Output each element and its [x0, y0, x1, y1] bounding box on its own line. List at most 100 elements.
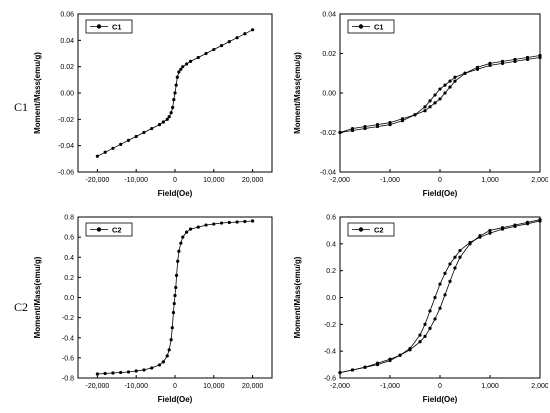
data-point: [111, 146, 115, 150]
data-point: [443, 83, 447, 87]
data-point: [177, 70, 181, 74]
row-label-c1: C1: [14, 100, 29, 114]
series-line: [339, 57, 541, 133]
data-point: [538, 218, 542, 222]
y-tick-label: -0.8: [62, 376, 74, 383]
data-point: [103, 150, 107, 154]
x-tick-label: -10,000: [124, 177, 148, 184]
data-point: [119, 370, 123, 375]
data-point: [161, 360, 165, 364]
legend-marker: [358, 227, 364, 232]
data-point: [161, 120, 165, 124]
data-point: [423, 105, 427, 109]
data-point: [142, 368, 146, 372]
y-tick-label: 0.2: [64, 275, 74, 282]
x-tick-label: -2,000: [330, 383, 350, 390]
data-point: [500, 226, 505, 230]
y-axis-label: Moment/Mass(emu/g): [33, 52, 42, 134]
y-tick-label: 0.4: [326, 241, 336, 248]
data-point: [363, 124, 367, 129]
series-line: [339, 220, 541, 373]
data-point: [433, 101, 437, 105]
data-point: [171, 310, 176, 315]
data-point: [488, 231, 492, 235]
x-tick-label: 10,000: [203, 383, 225, 390]
data-point: [103, 371, 107, 376]
y-tick-label: 0.4: [64, 255, 74, 262]
data-point: [172, 97, 176, 102]
data-point: [157, 363, 162, 367]
data-point: [475, 65, 480, 69]
data-point: [219, 44, 224, 48]
x-tick-label: 0: [438, 177, 442, 184]
data-point: [488, 228, 492, 233]
y-tick-label: 0.02: [322, 51, 336, 58]
y-axis-label: Moment/Mass(emu/g): [33, 256, 42, 338]
data-point: [338, 371, 342, 375]
data-point: [438, 282, 442, 286]
x-tick-label: 1,000: [481, 383, 499, 390]
data-point: [251, 28, 255, 32]
data-point: [438, 87, 442, 91]
x-tick-label: 20,000: [242, 383, 264, 390]
x-tick-label: 2,000: [531, 177, 548, 184]
data-point: [251, 219, 255, 223]
data-point: [458, 248, 462, 253]
data-point: [448, 262, 452, 266]
y-tick-label: 0.04: [322, 12, 336, 19]
y-tick-label: -0.02: [320, 130, 336, 137]
data-point: [243, 32, 247, 36]
y-tick-label: 0.0: [64, 295, 74, 302]
y-tick-label: -0.2: [62, 315, 74, 322]
x-tick-label: 0: [173, 177, 177, 184]
data-point: [170, 326, 174, 330]
legend-label: C2: [374, 226, 384, 235]
data-point: [423, 334, 427, 339]
x-tick-label: -1,000: [380, 383, 400, 390]
data-point: [453, 79, 457, 83]
plot-frame: [339, 13, 541, 173]
data-point: [363, 365, 367, 369]
data-point: [165, 354, 169, 358]
x-tick-label: -2,000: [330, 177, 350, 184]
data-point: [428, 326, 432, 330]
x-tick-label: 10,000: [203, 177, 225, 184]
legend-marker: [358, 24, 364, 29]
data-point: [227, 40, 231, 44]
data-point: [408, 348, 412, 352]
data-point: [375, 123, 380, 127]
data-point: [453, 255, 457, 259]
y-tick-label: 0.6: [64, 235, 74, 242]
plot-frame: [339, 216, 541, 379]
legend-label: C1: [112, 23, 122, 32]
data-point: [443, 293, 447, 297]
data-point: [150, 366, 154, 370]
x-axis-label: Field(Oe): [423, 395, 458, 404]
x-axis-label: Field(Oe): [158, 189, 193, 198]
data-point: [219, 221, 224, 225]
data-point: [428, 309, 432, 313]
y-tick-label: 0.00: [322, 91, 336, 98]
data-point: [453, 75, 457, 79]
data-point: [513, 223, 517, 227]
data-point: [458, 255, 462, 259]
data-point: [243, 219, 247, 224]
data-point: [433, 93, 437, 97]
y-axis-label: Moment/Mass(emu/g): [293, 52, 302, 134]
y-tick-label: -0.2: [324, 322, 336, 329]
chart-c1-low-field: -2,000 -1,000 0 1,000 2,000 -0.04 -0.02 0.00 0.0…: [293, 12, 548, 199]
data-point: [433, 295, 437, 300]
y-tick-label: -0.6: [324, 376, 336, 383]
data-point: [185, 230, 189, 234]
data-point: [338, 130, 342, 135]
x-axis-label: Field(Oe): [423, 189, 458, 198]
chart-c1-full-range: -20,000 -10,000 0 10,000 20,000 -0.06 -0.04 -0.…: [33, 12, 273, 198]
row-label-c2: C2: [14, 300, 29, 314]
data-point: [438, 306, 442, 310]
data-point: [173, 293, 177, 298]
chart-c2-low-field: -2,000 -1,000 0 1,000 2,000 -0.6 -0.4 -0.2 0.0 0.…: [293, 215, 548, 405]
data-point: [165, 117, 169, 121]
data-point: [418, 340, 422, 344]
data-point: [443, 91, 447, 95]
data-point: [169, 338, 173, 342]
